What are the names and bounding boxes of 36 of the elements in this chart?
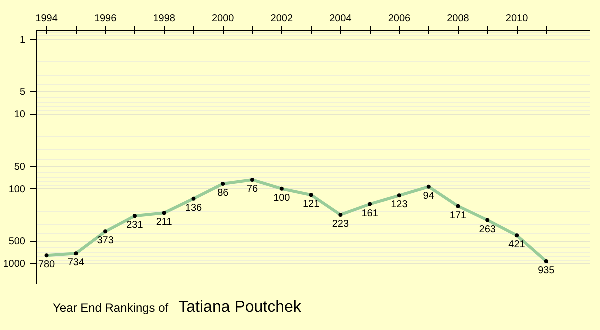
- x-tick-label: 1998: [153, 14, 176, 24]
- x-tick-label: 2010: [506, 14, 529, 24]
- x-tick-label: 2004: [330, 14, 352, 24]
- x-tick-label: 2000: [212, 14, 235, 24]
- data-label: 734: [68, 258, 85, 269]
- data-label: 373: [97, 236, 114, 247]
- data-label: 780: [38, 260, 56, 271]
- data-label: 76: [246, 184, 259, 195]
- y-tick-label: 100: [8, 184, 26, 196]
- data-label: 86: [218, 188, 230, 200]
- x-tick-label: 2008: [447, 14, 470, 24]
- y-tick-label: 1000: [3, 259, 26, 270]
- y-tick-label: 5: [20, 87, 26, 98]
- data-label: 161: [362, 208, 379, 220]
- data-label: 263: [479, 224, 496, 236]
- y-tick-label: 1: [20, 34, 26, 46]
- text: Year End Rankings of: [53, 301, 169, 315]
- x-tick-label: 2002: [270, 14, 294, 24]
- y-tick-label: 500: [8, 236, 26, 248]
- data-label: 94: [423, 190, 435, 202]
- data-label: 123: [391, 200, 408, 211]
- data-label: 100: [274, 192, 291, 204]
- data-label: 223: [332, 218, 350, 230]
- data-label: 231: [126, 220, 144, 232]
- data-label: 136: [185, 202, 203, 214]
- data-label: 935: [538, 265, 556, 276]
- data-label: 421: [508, 240, 526, 251]
- text: Tatiana Poutchek: [178, 299, 302, 316]
- data-label: 121: [302, 199, 320, 210]
- x-tick-label: 2006: [388, 14, 412, 24]
- x-tick-label: 1996: [94, 14, 118, 24]
- x-tick-label: 1994: [36, 14, 58, 24]
- data-label: 171: [450, 210, 468, 222]
- data-label: 211: [156, 217, 173, 228]
- y-tick-label: 50: [14, 162, 26, 173]
- y-tick-label: 10: [14, 110, 26, 121]
